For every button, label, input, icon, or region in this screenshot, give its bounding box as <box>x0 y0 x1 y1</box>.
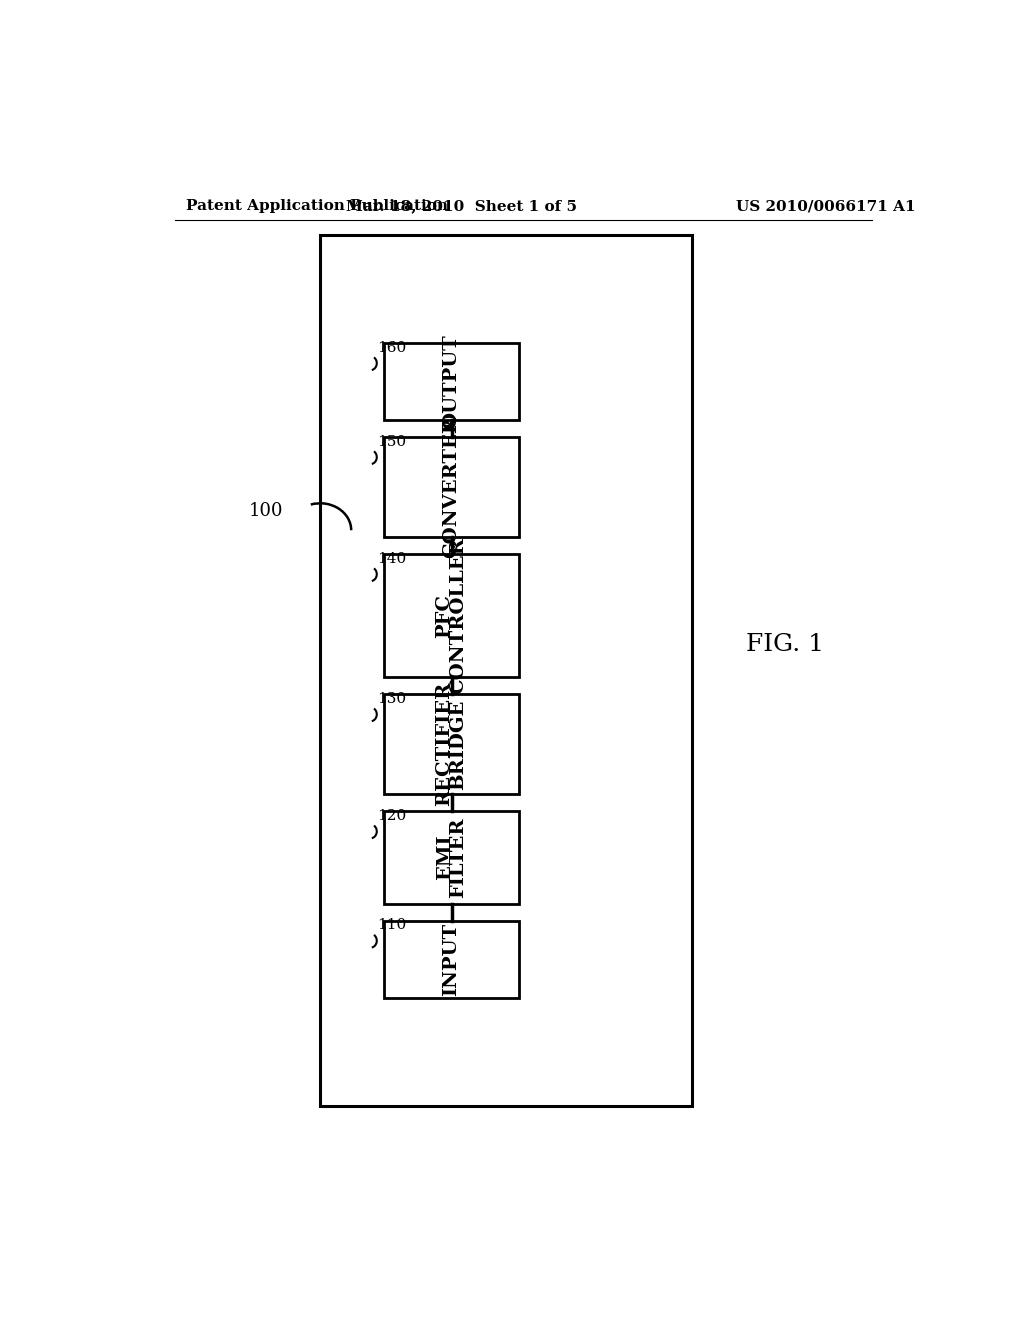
Text: Mar. 18, 2010  Sheet 1 of 5: Mar. 18, 2010 Sheet 1 of 5 <box>346 199 577 213</box>
Bar <box>321 235 692 1106</box>
Text: FILTER: FILTER <box>450 817 468 898</box>
Text: 160: 160 <box>377 341 407 355</box>
Text: Patent Application Publication: Patent Application Publication <box>186 199 449 213</box>
Text: CONVERTER: CONVERTER <box>442 416 461 558</box>
Text: 100: 100 <box>249 502 283 520</box>
Bar <box>384 343 519 420</box>
Text: EMI: EMI <box>435 834 454 880</box>
Bar <box>384 694 519 795</box>
Text: PFC: PFC <box>435 594 454 638</box>
Bar <box>384 554 519 677</box>
Text: 150: 150 <box>377 434 406 449</box>
Text: INPUT: INPUT <box>442 923 461 995</box>
Text: 120: 120 <box>377 809 407 822</box>
Text: FIG. 1: FIG. 1 <box>746 632 824 656</box>
Text: OUTPUT: OUTPUT <box>442 334 461 429</box>
Text: 110: 110 <box>377 919 407 932</box>
Text: BRIDGE: BRIDGE <box>450 700 468 789</box>
Text: US 2010/0066171 A1: US 2010/0066171 A1 <box>736 199 916 213</box>
Bar <box>384 921 519 998</box>
Bar <box>384 437 519 537</box>
Text: 130: 130 <box>377 692 406 706</box>
Text: CONTROLLER: CONTROLLER <box>450 537 468 694</box>
Text: RECTIFIER: RECTIFIER <box>435 682 454 807</box>
Bar <box>384 812 519 904</box>
Text: 140: 140 <box>377 552 407 566</box>
